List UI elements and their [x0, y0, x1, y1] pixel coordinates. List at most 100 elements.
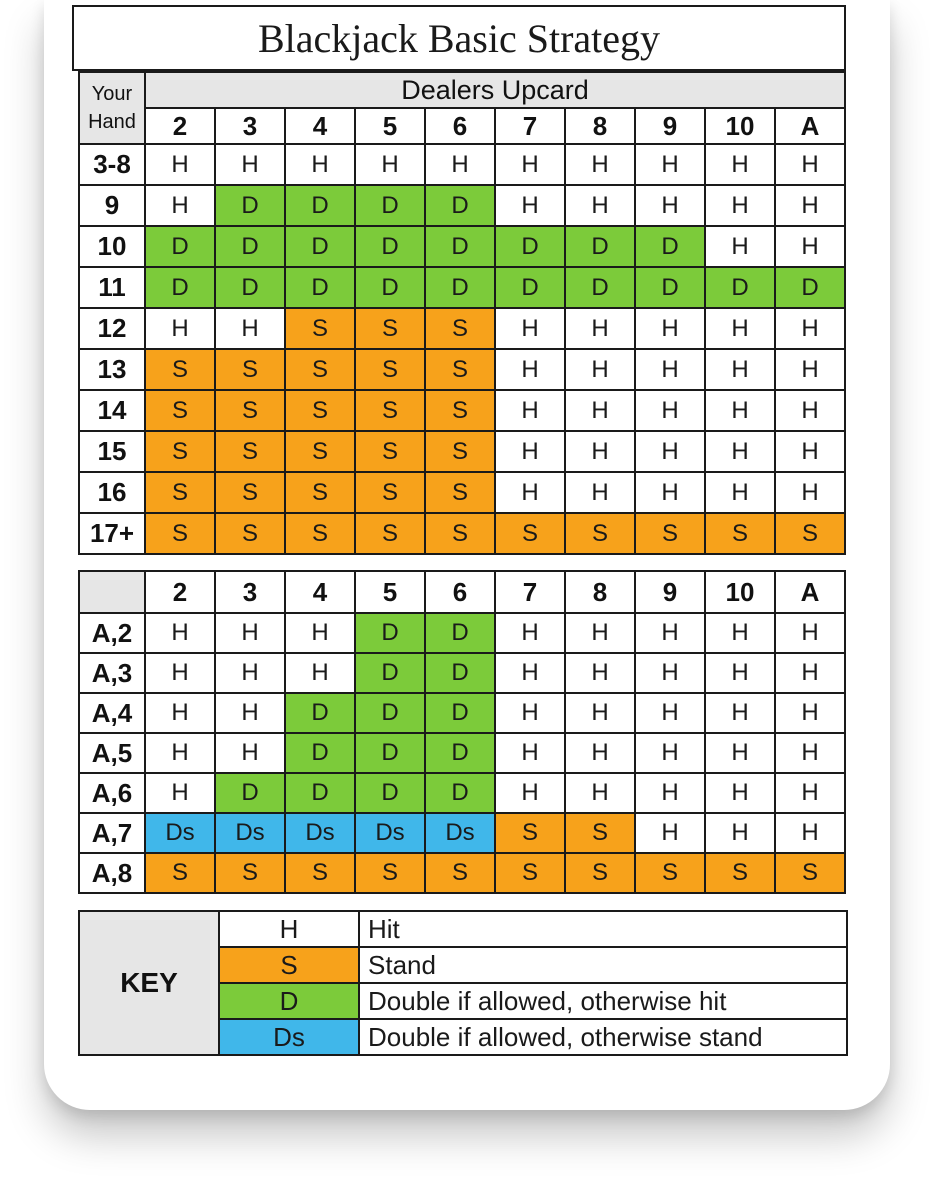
action-cell: S [144, 430, 216, 473]
action-cell: H [284, 652, 356, 694]
action-cell: H [704, 307, 776, 350]
hand-label: 14 [78, 389, 146, 432]
key-legend: KEY H Hit S Stand D Double if allowed, otherwi… [78, 910, 848, 1056]
action-cell: H [564, 143, 636, 186]
action-cell: H [564, 652, 636, 694]
upcard-header-8: 8 [564, 107, 636, 145]
table-row: A,3 H H H D D H H H H H [78, 652, 846, 694]
hand-label: 10 [78, 225, 146, 268]
action-cell: D [424, 772, 496, 814]
action-cell: D [284, 692, 356, 734]
action-cell: H [494, 307, 566, 350]
hand-label: 11 [78, 266, 146, 309]
action-cell: H [494, 772, 566, 814]
action-cell: H [494, 430, 566, 473]
action-cell: H [774, 225, 846, 268]
key-meaning: Double if allowed, otherwise hit [358, 982, 848, 1020]
action-cell: H [564, 612, 636, 654]
action-cell: S [774, 512, 846, 555]
action-cell: D [354, 184, 426, 227]
action-cell: H [144, 732, 216, 774]
action-cell: S [284, 430, 356, 473]
action-cell: S [564, 852, 636, 894]
hand-label: 17+ [78, 512, 146, 555]
action-cell: H [774, 389, 846, 432]
action-cell: D [564, 225, 636, 268]
action-cell: H [564, 772, 636, 814]
action-cell: S [284, 512, 356, 555]
action-cell: D [214, 184, 286, 227]
action-cell: D [424, 184, 496, 227]
key-symbol: Ds [218, 1018, 360, 1056]
hand-label: A,8 [78, 852, 146, 894]
action-cell: H [564, 348, 636, 391]
action-cell: H [774, 732, 846, 774]
action-cell: H [144, 772, 216, 814]
hand-label: 13 [78, 348, 146, 391]
upcard-header-5: 5 [354, 570, 426, 614]
action-cell: D [354, 732, 426, 774]
upcard-header-6: 6 [424, 570, 496, 614]
table-row: A,6 H D D D D H H H H H [78, 772, 846, 814]
action-cell: H [494, 184, 566, 227]
action-cell: D [494, 225, 566, 268]
action-cell: S [424, 512, 496, 555]
action-cell: S [774, 852, 846, 894]
action-cell: H [144, 612, 216, 654]
action-cell: D [564, 266, 636, 309]
action-cell: H [284, 143, 356, 186]
action-cell: H [424, 143, 496, 186]
table-row: A,8 S S S S S S S S S S [78, 852, 846, 894]
action-cell: S [284, 852, 356, 894]
action-cell: S [424, 348, 496, 391]
action-cell: H [704, 732, 776, 774]
action-cell: S [354, 512, 426, 555]
action-cell: D [354, 612, 426, 654]
action-cell: H [214, 652, 286, 694]
hand-label: A,3 [78, 652, 146, 694]
dealers-upcard-header: Dealers Upcard [144, 71, 846, 109]
action-cell: H [214, 612, 286, 654]
action-cell: S [284, 471, 356, 514]
action-cell: S [634, 852, 706, 894]
action-cell: S [284, 348, 356, 391]
action-cell: S [354, 471, 426, 514]
action-cell: D [284, 772, 356, 814]
action-cell: D [284, 732, 356, 774]
hand-label: 16 [78, 471, 146, 514]
action-cell: H [774, 652, 846, 694]
table-row: A,5 H H D D D H H H H H [78, 732, 846, 774]
action-cell: D [214, 225, 286, 268]
key-meaning: Double if allowed, otherwise stand [358, 1018, 848, 1056]
key-row: Ds Double if allowed, otherwise stand [79, 1018, 848, 1056]
upcard-header-10: 10 [704, 570, 776, 614]
action-cell: H [634, 143, 706, 186]
key-row: S Stand [79, 946, 848, 984]
action-cell: H [704, 692, 776, 734]
upcard-header-2: 2 [144, 570, 216, 614]
action-cell: H [214, 307, 286, 350]
upcard-header-3: 3 [214, 570, 286, 614]
action-cell: Ds [424, 812, 496, 854]
action-cell: D [424, 266, 496, 309]
upcard-header-7: 7 [494, 107, 566, 145]
action-cell: H [634, 652, 706, 694]
action-cell: D [634, 225, 706, 268]
action-cell: S [424, 307, 496, 350]
action-cell: H [214, 732, 286, 774]
action-cell: Ds [354, 812, 426, 854]
action-cell: H [634, 812, 706, 854]
upcard-header-3: 3 [214, 107, 286, 145]
action-cell: Ds [284, 812, 356, 854]
action-cell: D [354, 225, 426, 268]
action-cell: H [144, 307, 216, 350]
action-cell: D [424, 225, 496, 268]
action-cell: D [284, 225, 356, 268]
key-row: KEY H Hit [78, 910, 848, 1056]
action-cell: H [634, 471, 706, 514]
action-cell: H [634, 348, 706, 391]
action-cell: S [144, 852, 216, 894]
action-cell: H [774, 348, 846, 391]
action-cell: S [354, 852, 426, 894]
action-cell: S [144, 512, 216, 555]
